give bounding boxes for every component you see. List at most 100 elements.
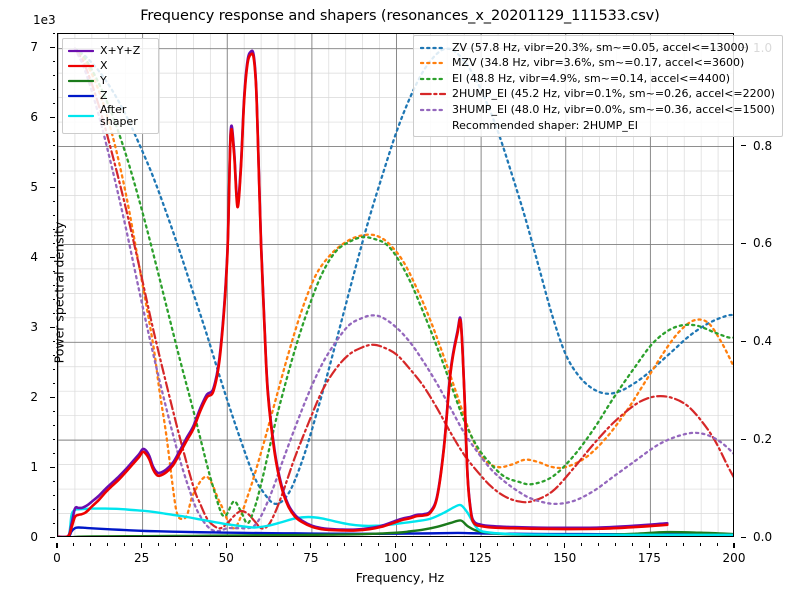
y-minor-tick-left bbox=[52, 312, 55, 314]
y-minor-tick-left bbox=[52, 354, 55, 356]
x-minor-tick-mark bbox=[242, 543, 244, 546]
legend-label: Y bbox=[100, 73, 107, 87]
x-tick-mark bbox=[141, 543, 143, 548]
x-minor-tick-mark bbox=[361, 543, 363, 546]
y-minor-tick-left bbox=[52, 102, 55, 104]
x-minor-tick-mark bbox=[293, 543, 295, 546]
y-minor-tick-left bbox=[52, 186, 55, 188]
y-minor-tick-left bbox=[52, 494, 55, 496]
x-tick-label: 125 bbox=[468, 551, 492, 565]
x-minor-tick-mark bbox=[191, 543, 193, 546]
y-minor-tick-left bbox=[52, 130, 55, 132]
y-tick-left-label: 5 bbox=[30, 180, 38, 194]
legend-label: ZV (57.8 Hz, vibr=20.3%, sm~=0.05, accel… bbox=[452, 40, 749, 54]
psd-curves bbox=[58, 49, 733, 536]
legend-item-3hump_ei: 3HUMP_EI (48.0 Hz, vibr=0.0%, sm~=0.36, … bbox=[420, 102, 775, 118]
legend-item-x: X bbox=[68, 58, 152, 73]
y-tick-left-mark bbox=[50, 116, 54, 118]
legend-item-y: Y bbox=[68, 73, 152, 88]
x-minor-tick-mark bbox=[107, 543, 109, 546]
y-minor-tick-left bbox=[52, 46, 55, 48]
x-tick-mark bbox=[479, 543, 481, 548]
legend-label: After shaper bbox=[100, 103, 138, 128]
x-minor-tick-mark bbox=[259, 543, 261, 546]
y-tick-left-mark bbox=[50, 186, 54, 188]
y-tick-left-label: 0 bbox=[30, 530, 38, 544]
legend-line-sample bbox=[68, 110, 94, 122]
x-tick-label: 175 bbox=[637, 551, 661, 565]
legend-label: X+Y+Z bbox=[100, 43, 141, 57]
shaper-curve-zv bbox=[73, 47, 733, 505]
x-tick-mark bbox=[225, 543, 227, 548]
grid-lines bbox=[58, 34, 733, 536]
x-axis-ticks: 0 25 50 75 100 125 150 175 200 bbox=[0, 543, 800, 565]
legend-label: 3HUMP_EI (48.0 Hz, vibr=0.0%, sm~=0.36, … bbox=[452, 102, 775, 116]
y-minor-tick-left bbox=[52, 424, 55, 426]
legend-label: 2HUMP_EI (45.2 Hz, vibr=0.1%, sm~=0.26, … bbox=[452, 87, 775, 101]
y-tick-right-label: 0.0 bbox=[753, 530, 773, 544]
y-minor-tick-left bbox=[52, 298, 55, 300]
x-minor-tick-mark bbox=[547, 543, 549, 546]
y-minor-tick-left bbox=[52, 326, 55, 328]
x-minor-tick-mark bbox=[615, 543, 617, 546]
x-tick-label: 150 bbox=[553, 551, 577, 565]
y-tick-left-mark bbox=[50, 466, 54, 468]
y-tick-right-mark bbox=[741, 145, 746, 147]
shaper-curve-2hump_ei bbox=[73, 47, 733, 530]
x-minor-tick-mark bbox=[158, 543, 160, 546]
x-minor-tick-mark bbox=[513, 543, 515, 546]
y-tick-left-mark bbox=[50, 256, 54, 258]
y-minor-tick-left bbox=[52, 382, 55, 384]
y-minor-tick-left bbox=[52, 410, 55, 412]
x-minor-tick-mark bbox=[699, 543, 701, 546]
x-minor-tick-mark bbox=[631, 543, 633, 546]
y-tick-left-mark bbox=[50, 396, 54, 398]
y-axis-exponent-label: 1e3 bbox=[33, 13, 56, 27]
y-minor-tick-left bbox=[52, 74, 55, 76]
x-minor-tick-mark bbox=[90, 543, 92, 546]
legend-label: EI (48.8 Hz, vibr=4.9%, sm~=0.14, accel<… bbox=[452, 71, 730, 85]
y-tick-right-mark bbox=[741, 242, 746, 245]
x-tick-mark bbox=[733, 543, 735, 548]
legend-line-sample bbox=[420, 73, 446, 85]
x-minor-tick-mark bbox=[73, 543, 75, 546]
y-minor-tick-left bbox=[52, 200, 55, 202]
x-tick-mark bbox=[394, 543, 397, 548]
legend-line-sample bbox=[68, 75, 94, 87]
x-tick-mark bbox=[310, 543, 312, 548]
legend-note-row: Recommended shaper: 2HUMP_EI bbox=[420, 118, 775, 134]
x-minor-tick-mark bbox=[276, 543, 278, 546]
x-minor-tick-mark bbox=[530, 543, 532, 546]
y-minor-tick-left bbox=[52, 452, 55, 454]
y-minor-tick-left bbox=[52, 116, 55, 118]
x-minor-tick-mark bbox=[344, 543, 346, 546]
x-tick-label: 75 bbox=[303, 551, 319, 565]
recommended-shaper-note: Recommended shaper: 2HUMP_EI bbox=[452, 118, 638, 132]
legend-line-sample bbox=[420, 104, 446, 116]
x-minor-tick-mark bbox=[598, 543, 600, 546]
y-tick-right-mark bbox=[741, 438, 746, 440]
y-tick-right-label: 0.8 bbox=[753, 138, 773, 153]
y-minor-tick-left bbox=[52, 508, 55, 510]
y-tick-right-label: 0.4 bbox=[753, 334, 773, 349]
legend-line-sample bbox=[68, 60, 94, 72]
y-minor-tick-left bbox=[52, 144, 55, 146]
psd-curve-after-shaper bbox=[67, 503, 733, 536]
y-axis-left-ticks: 0 1 2 3 4 5 6 7 bbox=[0, 0, 55, 600]
x-minor-tick-mark bbox=[682, 543, 684, 546]
x-minor-tick-mark bbox=[208, 543, 210, 546]
legend-item-mzv: MZV (34.8 Hz, vibr=3.6%, sm~=0.17, accel… bbox=[420, 56, 775, 72]
legend-item-ei: EI (48.8 Hz, vibr=4.9%, sm~=0.14, accel<… bbox=[420, 71, 775, 87]
x-minor-tick-mark bbox=[445, 543, 447, 546]
psd-curve-x bbox=[58, 52, 669, 536]
y-tick-right-label: 0.2 bbox=[753, 432, 773, 447]
legend-label: Z bbox=[100, 88, 108, 102]
y-minor-tick-left bbox=[52, 32, 55, 34]
x-tick-label: 100 bbox=[384, 551, 407, 565]
legend-item-2hump_ei: 2HUMP_EI (45.2 Hz, vibr=0.1%, sm~=0.26, … bbox=[420, 87, 775, 103]
y-tick-left-label: 7 bbox=[30, 40, 38, 54]
x-tick-mark bbox=[564, 543, 566, 548]
y-minor-tick-left bbox=[52, 536, 55, 538]
legend-item-after-shaper: After shaper bbox=[68, 103, 152, 129]
